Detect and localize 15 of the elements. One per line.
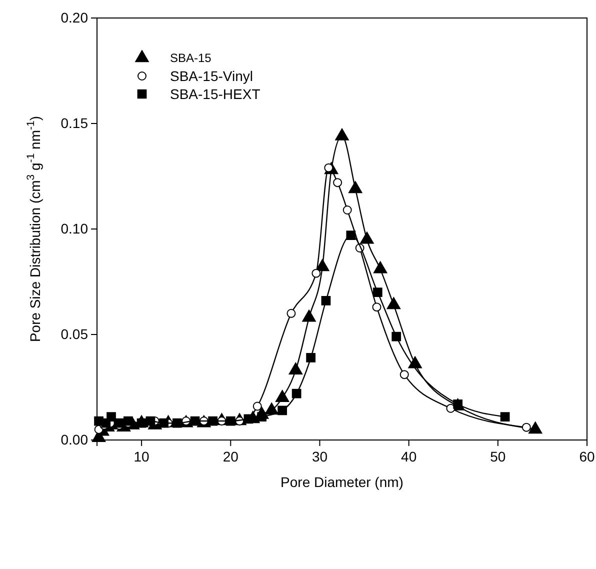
legend-label: SBA-15 xyxy=(170,51,212,66)
x-tick-label: 60 xyxy=(579,448,595,465)
x-tick-label: 40 xyxy=(401,448,417,465)
y-tick-label: 0.15 xyxy=(60,114,88,131)
x-tick-label: 20 xyxy=(222,448,239,465)
y-tick-label: 0.20 xyxy=(60,9,88,26)
y-tick-label: 0.10 xyxy=(60,220,88,236)
legend-label: SBA-15-Vinyl xyxy=(170,68,254,84)
x-axis-title: Pore Diameter (nm) xyxy=(280,474,404,490)
y-tick-label: 0.05 xyxy=(60,326,88,342)
x-tick-label: 50 xyxy=(490,448,506,465)
x-tick-label: 30 xyxy=(312,448,328,465)
y-tick-label: 0.00 xyxy=(60,431,88,448)
x-tick-label: 10 xyxy=(134,448,150,465)
legend-label: SBA-15-HEXT xyxy=(170,86,261,102)
